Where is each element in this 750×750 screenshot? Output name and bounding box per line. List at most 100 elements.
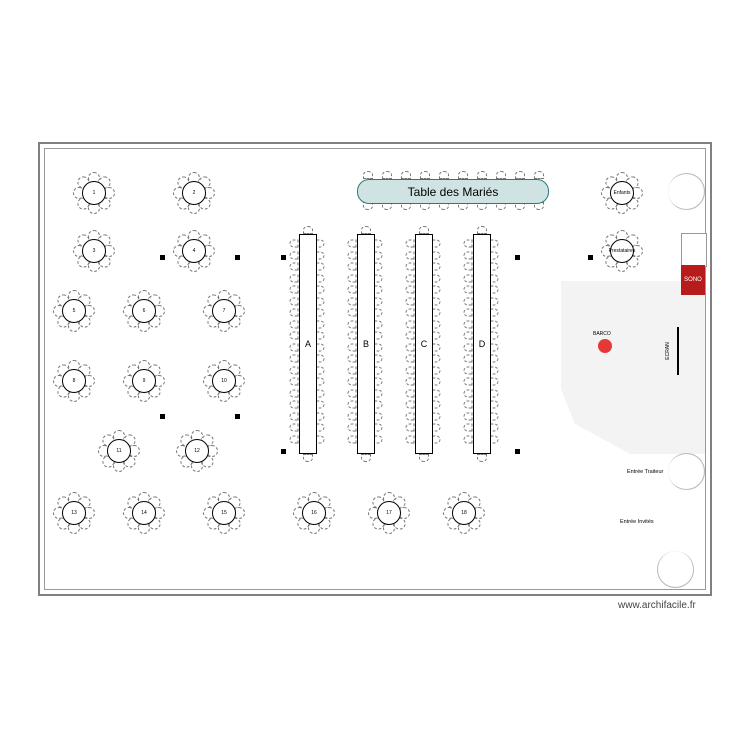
chair: [290, 378, 299, 386]
chair: [348, 297, 357, 305]
chair: [348, 378, 357, 386]
chair: [534, 171, 544, 179]
chair: [419, 226, 429, 234]
chair: [348, 263, 357, 271]
chair: [420, 171, 430, 179]
chair: [382, 171, 392, 179]
equipment-box: [681, 233, 707, 267]
chair: [464, 320, 473, 328]
round-table: 2: [175, 174, 211, 210]
chair: [348, 389, 357, 397]
pillar: [160, 255, 165, 260]
chair: [348, 401, 357, 409]
chair: [464, 435, 473, 443]
round-table-core: 17: [377, 501, 401, 525]
round-table-core: 1: [82, 181, 106, 205]
barco-dot: [598, 339, 612, 353]
chair: [348, 309, 357, 317]
pillar: [235, 414, 240, 419]
chair: [290, 320, 299, 328]
chair: [290, 274, 299, 282]
chair: [439, 171, 449, 179]
chair: [406, 366, 415, 374]
chair: [348, 412, 357, 420]
chair: [464, 251, 473, 259]
chair: [290, 263, 299, 271]
chair: [290, 286, 299, 294]
round-table-core: 13: [62, 501, 86, 525]
chair: [290, 309, 299, 317]
chair: [290, 389, 299, 397]
floor-label: Entrée Invités: [620, 519, 654, 525]
round-table-core: 18: [452, 501, 476, 525]
chair: [464, 343, 473, 351]
chair: [348, 343, 357, 351]
chair: [290, 435, 299, 443]
chair: [406, 401, 415, 409]
door: [657, 569, 693, 587]
round-table: 13: [55, 494, 91, 530]
head-table: Table des Mariés: [357, 179, 549, 204]
barco-label: BARCO: [593, 331, 611, 337]
chair: [464, 286, 473, 294]
pillar: [588, 255, 593, 260]
chair: [406, 263, 415, 271]
round-table-core: 4: [182, 239, 206, 263]
chair: [464, 412, 473, 420]
chair: [464, 297, 473, 305]
round-table-core: 16: [302, 501, 326, 525]
round-table-core: Prestataires: [610, 239, 634, 263]
round-table: 12: [178, 432, 214, 468]
chair: [515, 171, 525, 179]
round-table: 4: [175, 232, 211, 268]
pillar: [160, 414, 165, 419]
floor-label: Entrée Traiteur: [627, 469, 663, 475]
long-table: A: [299, 234, 317, 454]
watermark: www.archifacile.fr: [618, 600, 696, 611]
chair: [406, 251, 415, 259]
chair: [348, 355, 357, 363]
round-table-core: 9: [132, 369, 156, 393]
chair: [464, 309, 473, 317]
round-table: 11: [100, 432, 136, 468]
chair: [406, 389, 415, 397]
round-table-core: 14: [132, 501, 156, 525]
chair: [464, 389, 473, 397]
chair: [406, 320, 415, 328]
floor-plan: 123456789101112131415161718EnfantsPresta…: [38, 142, 712, 596]
chair: [290, 366, 299, 374]
chair: [464, 274, 473, 282]
round-table-core: 12: [185, 439, 209, 463]
chair: [464, 366, 473, 374]
chair: [290, 297, 299, 305]
chair: [290, 332, 299, 340]
round-table: Prestataires: [603, 232, 639, 268]
chair: [406, 332, 415, 340]
chair: [464, 378, 473, 386]
chair: [290, 251, 299, 259]
chair: [290, 401, 299, 409]
chair: [290, 343, 299, 351]
round-table: 18: [445, 494, 481, 530]
chair: [290, 412, 299, 420]
chair: [477, 171, 487, 179]
round-table-core: 8: [62, 369, 86, 393]
round-table-core: 7: [212, 299, 236, 323]
chair: [363, 171, 373, 179]
round-table: 3: [75, 232, 111, 268]
chair: [406, 412, 415, 420]
pillar: [281, 449, 286, 454]
chair: [406, 424, 415, 432]
round-table: 17: [370, 494, 406, 530]
chair: [406, 274, 415, 282]
round-table: 6: [125, 292, 161, 328]
chair: [348, 435, 357, 443]
chair: [303, 226, 313, 234]
chair: [477, 226, 487, 234]
sono-box: SONO: [681, 265, 705, 295]
chair: [406, 378, 415, 386]
round-table-core: 2: [182, 181, 206, 205]
round-table: 9: [125, 362, 161, 398]
round-table-core: Enfants: [610, 181, 634, 205]
chair: [464, 355, 473, 363]
